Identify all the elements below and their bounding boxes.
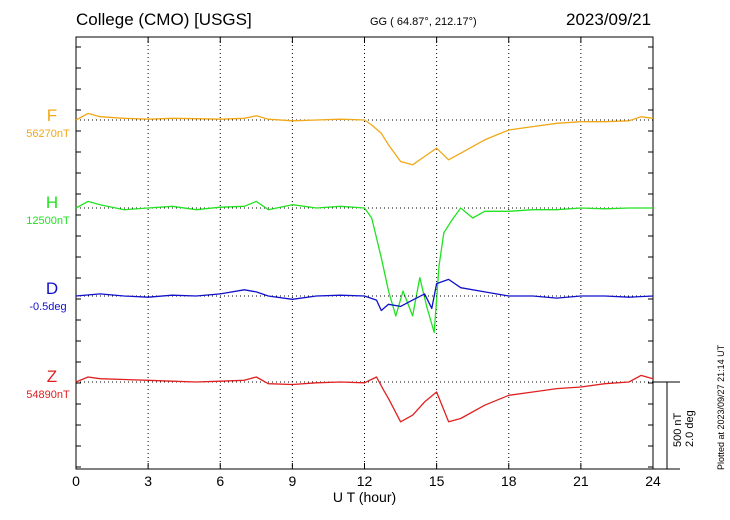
x-tick-label: 12	[357, 473, 373, 489]
series-name-f: F	[47, 106, 57, 125]
series-name-d: D	[46, 279, 58, 298]
x-tick-label: 18	[501, 473, 517, 489]
x-tick-label: 9	[288, 473, 296, 489]
x-tick-label: 24	[645, 473, 661, 489]
series-line-f	[75, 112, 654, 166]
series-name-h: H	[46, 193, 58, 212]
x-axis-label: U T (hour)	[333, 489, 396, 505]
station-coordinates: GG ( 64.87°, 212.17°)	[370, 16, 477, 28]
x-tick-label: 3	[144, 473, 152, 489]
chart-title: College (CMO) [USGS]	[76, 10, 252, 29]
chart-date: 2023/09/21	[566, 10, 652, 29]
series-line-h	[75, 200, 653, 334]
baseline-label-h: 12500nT	[26, 215, 70, 227]
scale-bar-deg: 2.0 deg	[684, 410, 696, 447]
baseline-label-z: 54890nT	[26, 389, 70, 401]
x-tick-label: 15	[429, 473, 445, 489]
series-line-z	[75, 374, 654, 423]
baseline-label-d: -0.5deg	[29, 301, 66, 313]
series-name-z: Z	[47, 367, 57, 386]
series-line-d	[75, 278, 654, 312]
x-tick-label: 0	[72, 473, 80, 489]
scale-bar-nt: 500 nT	[672, 412, 684, 447]
x-tick-label: 21	[573, 473, 589, 489]
x-tick-label: 6	[216, 473, 224, 489]
baseline-label-f: 56270nT	[26, 128, 70, 140]
